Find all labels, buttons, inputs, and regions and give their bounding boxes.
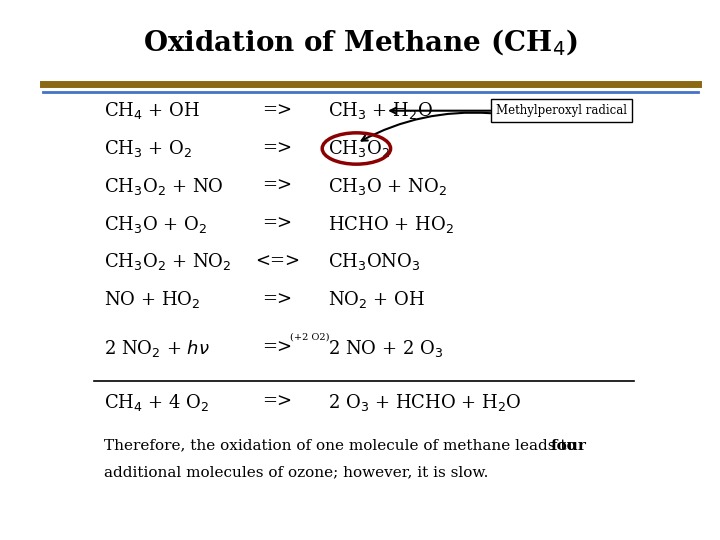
Text: HCHO + HO$_2$: HCHO + HO$_2$ bbox=[328, 214, 454, 234]
Text: CH$_3$O + NO$_2$: CH$_3$O + NO$_2$ bbox=[328, 176, 446, 197]
Text: CH$_4$ + OH: CH$_4$ + OH bbox=[104, 100, 200, 121]
Text: NO$_2$ + OH: NO$_2$ + OH bbox=[328, 289, 425, 310]
Text: <=>: <=> bbox=[255, 253, 300, 271]
Text: NO + HO$_2$: NO + HO$_2$ bbox=[104, 289, 201, 310]
Text: CH$_3$ + H$_2$O: CH$_3$ + H$_2$O bbox=[328, 100, 433, 121]
Text: 2 O$_3$ + HCHO + H$_2$O: 2 O$_3$ + HCHO + H$_2$O bbox=[328, 392, 521, 413]
Text: four: four bbox=[551, 438, 587, 453]
Text: 2 NO$_2$ + $h\nu$: 2 NO$_2$ + $h\nu$ bbox=[104, 338, 210, 359]
Text: CH$_3$O + O$_2$: CH$_3$O + O$_2$ bbox=[104, 214, 207, 234]
Text: CH$_3$O$_2$: CH$_3$O$_2$ bbox=[328, 138, 390, 159]
Text: CH$_3$O$_2$ + NO$_2$: CH$_3$O$_2$ + NO$_2$ bbox=[104, 252, 232, 272]
Text: Therefore, the oxidation of one molecule of methane leads to: Therefore, the oxidation of one molecule… bbox=[104, 438, 581, 453]
Text: CH$_4$ + 4 O$_2$: CH$_4$ + 4 O$_2$ bbox=[104, 392, 210, 413]
Text: =>: => bbox=[262, 177, 292, 195]
Text: CH$_3$ + O$_2$: CH$_3$ + O$_2$ bbox=[104, 138, 193, 159]
Text: additional molecules of ozone; however, it is slow.: additional molecules of ozone; however, … bbox=[104, 465, 489, 480]
Text: Oxidation of Methane (CH$_4$): Oxidation of Methane (CH$_4$) bbox=[143, 28, 577, 58]
Text: =>: => bbox=[262, 215, 292, 233]
Text: =>: => bbox=[262, 291, 292, 309]
Text: Methylperoxyl radical: Methylperoxyl radical bbox=[496, 104, 627, 117]
Text: CH$_3$O$_2$ + NO: CH$_3$O$_2$ + NO bbox=[104, 176, 224, 197]
Text: CH$_3$ONO$_3$: CH$_3$ONO$_3$ bbox=[328, 252, 420, 272]
Text: =>: => bbox=[262, 393, 292, 411]
Text: (+2 O2): (+2 O2) bbox=[290, 333, 329, 341]
Text: =>: => bbox=[262, 339, 292, 357]
Text: =>: => bbox=[262, 102, 292, 120]
Text: 2 NO + 2 O$_3$: 2 NO + 2 O$_3$ bbox=[328, 338, 443, 359]
Text: =>: => bbox=[262, 139, 292, 158]
